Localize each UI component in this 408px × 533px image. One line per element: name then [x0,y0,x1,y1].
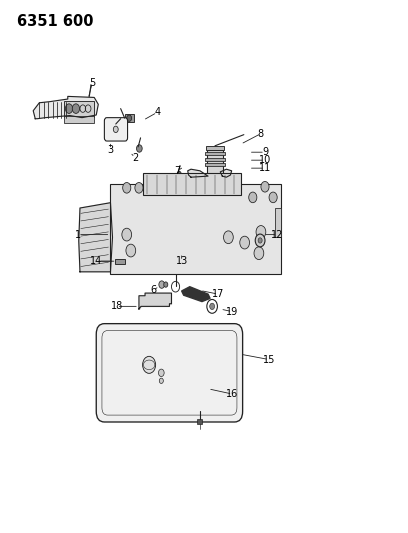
Bar [205,152,225,156]
Polygon shape [139,293,171,309]
Bar [207,150,223,181]
Text: 11: 11 [259,163,271,173]
Bar [125,114,134,123]
Text: 2: 2 [132,152,138,163]
Text: 3: 3 [107,144,113,155]
Text: 15: 15 [263,354,275,365]
Circle shape [147,295,155,305]
Text: 8: 8 [258,128,264,139]
Bar [115,259,125,264]
Bar [64,116,94,123]
Circle shape [256,225,266,238]
Bar [197,418,202,424]
Circle shape [143,357,155,373]
Polygon shape [188,169,208,177]
Bar [64,101,94,117]
Polygon shape [79,203,113,272]
Circle shape [159,378,163,383]
Circle shape [255,234,265,247]
Text: 16: 16 [226,389,239,399]
Text: 1: 1 [75,230,81,240]
Circle shape [249,192,257,203]
Text: 13: 13 [175,256,188,266]
Circle shape [72,104,80,114]
Circle shape [127,115,132,122]
Bar [143,173,241,195]
Text: 17: 17 [212,289,224,299]
Text: 7: 7 [175,166,181,176]
Circle shape [135,182,143,193]
FancyBboxPatch shape [96,324,243,422]
Bar [206,146,224,150]
Circle shape [177,171,181,176]
Circle shape [158,369,164,376]
Text: 6351 600: 6351 600 [17,14,93,29]
Circle shape [137,145,142,152]
Circle shape [122,228,132,241]
Polygon shape [182,287,210,302]
Bar [275,208,281,237]
Circle shape [164,282,168,287]
Circle shape [126,244,136,257]
Circle shape [65,104,73,114]
Text: 14: 14 [90,256,102,266]
Bar [205,163,225,166]
Circle shape [254,247,264,260]
Text: 4: 4 [154,107,160,117]
Bar [111,184,281,274]
Text: 6: 6 [150,286,156,295]
Circle shape [224,231,233,244]
Polygon shape [220,169,232,177]
Bar [205,158,225,161]
Text: 19: 19 [226,306,239,317]
Text: 9: 9 [262,147,268,157]
Circle shape [269,192,277,203]
Circle shape [258,238,262,243]
Text: 12: 12 [271,230,284,240]
Text: 5: 5 [89,78,95,88]
Text: 10: 10 [259,155,271,165]
Circle shape [123,182,131,193]
Circle shape [261,181,269,192]
Circle shape [210,303,215,310]
Circle shape [240,236,250,249]
FancyBboxPatch shape [104,118,128,141]
Circle shape [159,281,164,288]
Text: 18: 18 [111,301,123,311]
Polygon shape [33,96,98,119]
Circle shape [113,126,118,133]
